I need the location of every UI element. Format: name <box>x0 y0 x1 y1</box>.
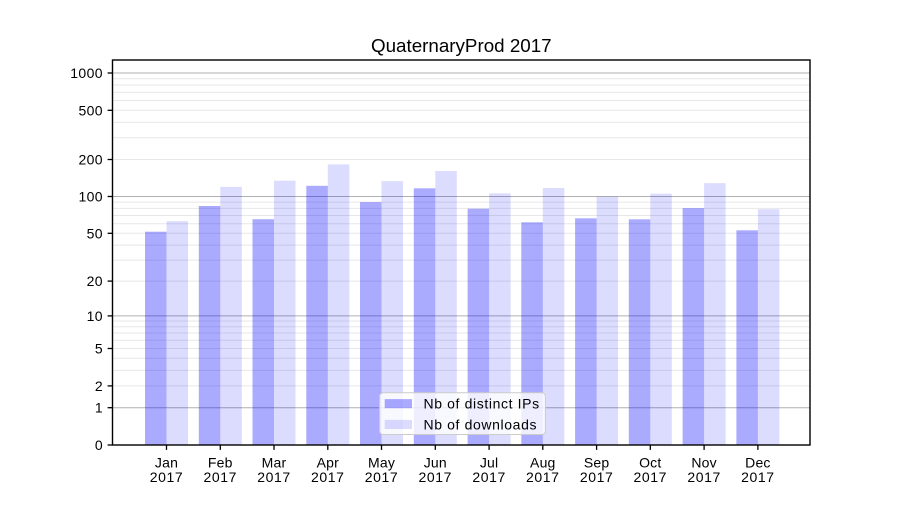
svg-text:5: 5 <box>95 341 103 357</box>
svg-text:2017: 2017 <box>204 469 238 485</box>
svg-text:2017: 2017 <box>419 469 453 485</box>
svg-text:20: 20 <box>87 273 103 289</box>
svg-text:Jul: Jul <box>480 455 499 471</box>
svg-text:1: 1 <box>95 400 103 416</box>
svg-text:Dec: Dec <box>745 455 771 471</box>
svg-text:2017: 2017 <box>311 469 345 485</box>
svg-text:Mar: Mar <box>262 455 287 471</box>
svg-text:Nb of downloads: Nb of downloads <box>424 416 538 432</box>
svg-text:2017: 2017 <box>741 469 775 485</box>
svg-text:200: 200 <box>78 152 103 168</box>
svg-text:Sep: Sep <box>584 455 610 471</box>
svg-text:10: 10 <box>87 308 103 324</box>
svg-text:Apr: Apr <box>317 455 340 471</box>
svg-text:Feb: Feb <box>208 455 233 471</box>
svg-text:Nov: Nov <box>691 455 717 471</box>
svg-text:QuaternaryProd 2017: QuaternaryProd 2017 <box>371 35 552 56</box>
svg-text:2017: 2017 <box>634 469 668 485</box>
svg-text:2017: 2017 <box>526 469 560 485</box>
svg-text:100: 100 <box>78 189 103 205</box>
svg-text:2017: 2017 <box>580 469 614 485</box>
svg-text:500: 500 <box>78 102 103 118</box>
svg-text:2017: 2017 <box>687 469 721 485</box>
svg-text:2017: 2017 <box>365 469 399 485</box>
svg-text:2: 2 <box>95 378 103 394</box>
svg-text:Aug: Aug <box>530 455 556 471</box>
svg-text:Nb of distinct IPs: Nb of distinct IPs <box>424 396 540 412</box>
svg-text:May: May <box>368 455 395 471</box>
svg-text:0: 0 <box>95 437 103 453</box>
svg-text:2017: 2017 <box>150 469 184 485</box>
svg-text:2017: 2017 <box>257 469 291 485</box>
svg-text:2017: 2017 <box>472 469 506 485</box>
svg-text:Oct: Oct <box>639 455 661 471</box>
svg-text:Jun: Jun <box>424 455 447 471</box>
svg-text:1000: 1000 <box>70 65 103 81</box>
svg-text:50: 50 <box>87 225 103 241</box>
svg-text:Jan: Jan <box>155 455 178 471</box>
